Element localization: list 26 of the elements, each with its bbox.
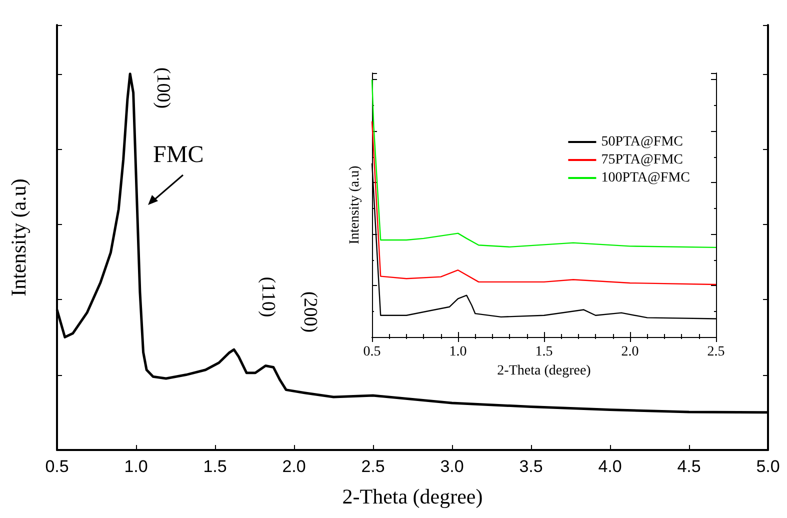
y-axis-title: Intensity (a.u) (348, 165, 362, 244)
y-axis-title: Intensity (a.u) (6, 178, 30, 296)
x-tick-label: 2.0 (621, 344, 639, 360)
legend-label: 75PTA@FMC (601, 152, 684, 168)
x-tick-label: 1.0 (124, 457, 148, 476)
x-tick-label: 0.5 (363, 344, 381, 360)
x-tick-label: 0.5 (45, 457, 69, 476)
x-tick-label: 2.5 (361, 457, 385, 476)
legend-label: 100PTA@FMC (601, 170, 690, 186)
x-tick-label: 2.5 (707, 344, 725, 360)
legend-label: 50PTA@FMC (601, 134, 684, 150)
x-axis-title: 2-Theta (degree) (342, 484, 483, 508)
x-tick-label: 5.0 (756, 457, 780, 476)
x-tick-label: 3.0 (440, 457, 464, 476)
x-tick-label: 3.5 (519, 457, 543, 476)
x-tick-label: 1.5 (535, 344, 553, 360)
x-tick-label: 1.5 (203, 457, 227, 476)
x-tick-label: 1.0 (449, 344, 467, 360)
x-axis-title: 2-Theta (degree) (497, 363, 592, 378)
x-tick-label: 4.0 (598, 457, 622, 476)
x-tick-label: 2.0 (282, 457, 306, 476)
annotation: (100) (152, 67, 174, 109)
annotation: FMC (153, 142, 204, 168)
annotation: (200) (300, 291, 320, 333)
annotation: (110) (258, 276, 278, 318)
x-tick-label: 4.5 (677, 457, 701, 476)
